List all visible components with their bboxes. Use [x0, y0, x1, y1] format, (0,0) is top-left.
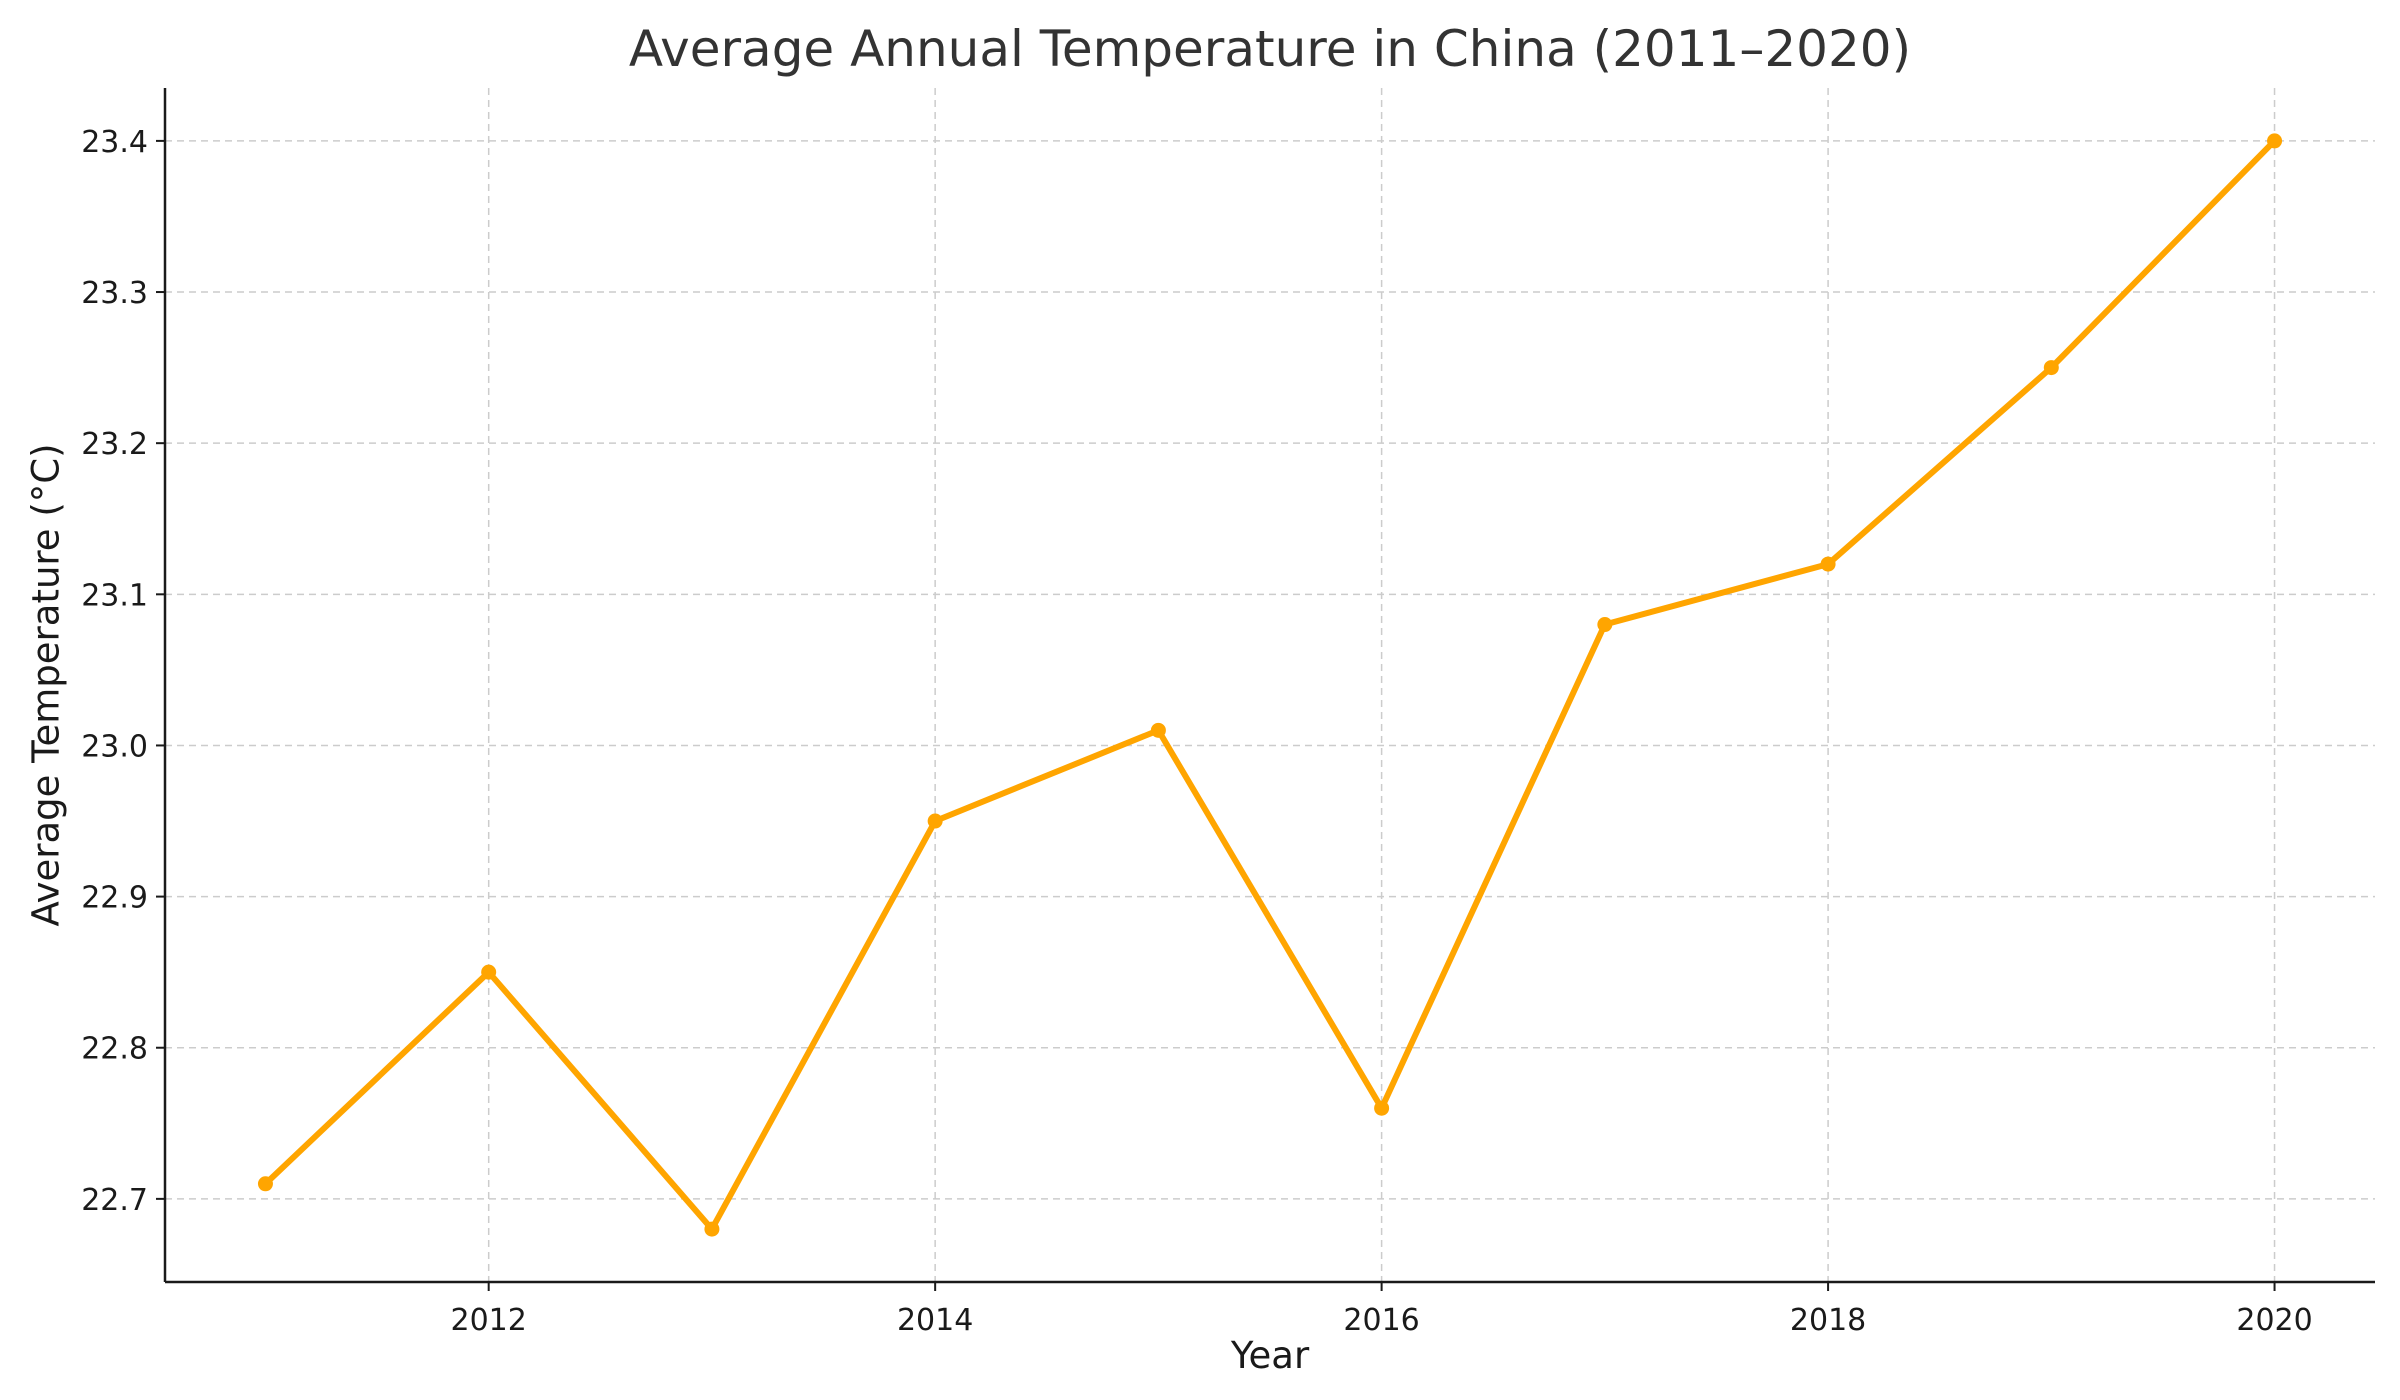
data-point: [927, 813, 943, 829]
data-point: [1150, 722, 1166, 738]
x-tick-label: 2020: [2236, 1303, 2312, 1338]
data-point: [1374, 1100, 1390, 1116]
grid: [165, 88, 2375, 1282]
x-ticks: 2012 2014 2016 2018 2020: [451, 1282, 2313, 1338]
y-tick-label: 23.4: [81, 125, 148, 160]
y-tick-label: 22.9: [81, 881, 148, 916]
y-tick-label: 23.2: [81, 427, 148, 462]
data-point: [2267, 133, 2283, 149]
x-tick-label: 2018: [1790, 1303, 1866, 1338]
x-tick-label: 2016: [1343, 1303, 1419, 1338]
data-point: [481, 964, 497, 980]
y-tick-label: 23.0: [81, 729, 148, 764]
y-tick-label: 22.8: [81, 1032, 148, 1067]
y-tick-label: 22.7: [81, 1183, 148, 1218]
x-axis-label: Year: [1230, 1334, 1310, 1377]
chart-title: Average Annual Temperature in China (201…: [629, 20, 1911, 78]
data-point: [1820, 556, 1836, 572]
y-ticks: 22.7 22.8 22.9 23.0 23.1 23.2 23.3 23.4: [81, 125, 165, 1218]
x-tick-label: 2014: [897, 1303, 973, 1338]
x-tick-label: 2012: [451, 1303, 527, 1338]
data-point: [2043, 360, 2059, 376]
data-point: [704, 1221, 720, 1237]
y-tick-label: 23.1: [81, 578, 148, 613]
y-axis-label: Average Temperature (°C): [25, 443, 68, 926]
series: [257, 133, 2283, 1237]
axes: [163, 88, 2375, 1284]
data-point: [1597, 617, 1613, 633]
y-tick-label: 23.3: [81, 276, 148, 311]
data-point: [257, 1176, 273, 1192]
series-line: [262, 137, 2278, 1233]
